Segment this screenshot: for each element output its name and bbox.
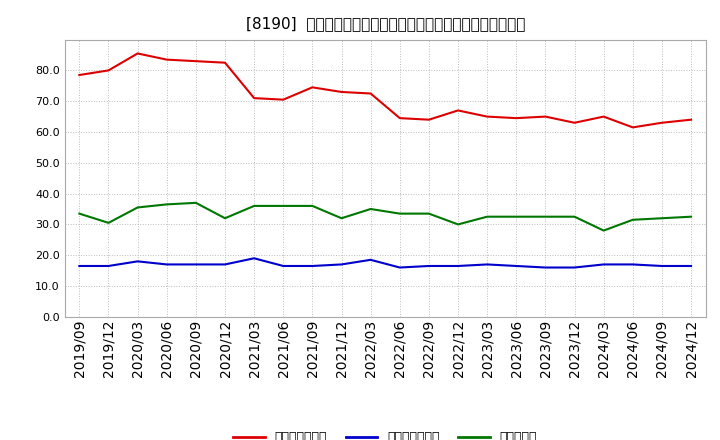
買入債務回転率 <box>483 262 492 267</box>
買入債務回転率 <box>220 262 229 267</box>
売上債権回転率 <box>133 51 142 56</box>
売上債権回転率 <box>687 117 696 122</box>
在庫回転率 <box>570 214 579 219</box>
買入債務回転率 <box>308 263 317 268</box>
買入債務回転率 <box>337 262 346 267</box>
買入債務回転率 <box>395 265 404 270</box>
売上債権回転率 <box>541 114 550 119</box>
買入債務回転率 <box>541 265 550 270</box>
売上債権回転率 <box>657 120 666 125</box>
買入債務回転率 <box>512 263 521 268</box>
在庫回転率 <box>454 222 462 227</box>
買入債務回転率 <box>250 256 258 261</box>
在庫回転率 <box>512 214 521 219</box>
買入債務回転率 <box>599 262 608 267</box>
売上債権回転率 <box>279 97 287 102</box>
在庫回転率 <box>337 216 346 221</box>
在庫回転率 <box>657 216 666 221</box>
在庫回転率 <box>75 211 84 216</box>
売上債権回転率 <box>395 115 404 121</box>
売上債権回転率 <box>220 60 229 65</box>
在庫回転率 <box>104 220 113 225</box>
在庫回転率 <box>250 203 258 209</box>
在庫回転率 <box>133 205 142 210</box>
売上債権回転率 <box>425 117 433 122</box>
買入債務回転率 <box>687 263 696 268</box>
在庫回転率 <box>308 203 317 209</box>
Legend: 売上債権回転率, 買入債務回転率, 在庫回転率: 売上債権回転率, 買入債務回転率, 在庫回転率 <box>228 426 542 440</box>
買入債務回転率 <box>570 265 579 270</box>
買入債務回転率 <box>279 263 287 268</box>
買入債務回転率 <box>163 262 171 267</box>
在庫回転率 <box>687 214 696 219</box>
買入債務回転率 <box>425 263 433 268</box>
在庫回転率 <box>192 200 200 205</box>
売上債権回転率 <box>366 91 375 96</box>
買入債務回転率 <box>657 263 666 268</box>
売上債権回転率 <box>192 59 200 64</box>
在庫回転率 <box>541 214 550 219</box>
売上債権回転率 <box>250 95 258 101</box>
買入債務回転率 <box>192 262 200 267</box>
買入債務回転率 <box>133 259 142 264</box>
売上債権回転率 <box>75 72 84 77</box>
Line: 売上債権回転率: 売上債権回転率 <box>79 53 691 127</box>
売上債権回転率 <box>163 57 171 62</box>
在庫回転率 <box>629 217 637 222</box>
在庫回転率 <box>599 228 608 233</box>
在庫回転率 <box>395 211 404 216</box>
買入債務回転率 <box>629 262 637 267</box>
買入債務回転率 <box>104 263 113 268</box>
買入債務回転率 <box>454 263 462 268</box>
Line: 買入債務回転率: 買入債務回転率 <box>79 258 691 268</box>
買入債務回転率 <box>366 257 375 262</box>
在庫回転率 <box>163 202 171 207</box>
在庫回転率 <box>279 203 287 209</box>
在庫回転率 <box>483 214 492 219</box>
売上債権回転率 <box>337 89 346 95</box>
在庫回転率 <box>425 211 433 216</box>
売上債権回転率 <box>483 114 492 119</box>
売上債権回転率 <box>454 108 462 113</box>
Title: [8190]  売上債権回転率、買入債務回転率、在庫回転率の推移: [8190] 売上債権回転率、買入債務回転率、在庫回転率の推移 <box>246 16 525 32</box>
売上債権回転率 <box>570 120 579 125</box>
売上債権回転率 <box>308 84 317 90</box>
在庫回転率 <box>220 216 229 221</box>
在庫回転率 <box>366 206 375 212</box>
買入債務回転率 <box>75 263 84 268</box>
売上債権回転率 <box>104 68 113 73</box>
売上債権回転率 <box>599 114 608 119</box>
売上債権回転率 <box>512 115 521 121</box>
売上債権回転率 <box>629 125 637 130</box>
Line: 在庫回転率: 在庫回転率 <box>79 203 691 231</box>
